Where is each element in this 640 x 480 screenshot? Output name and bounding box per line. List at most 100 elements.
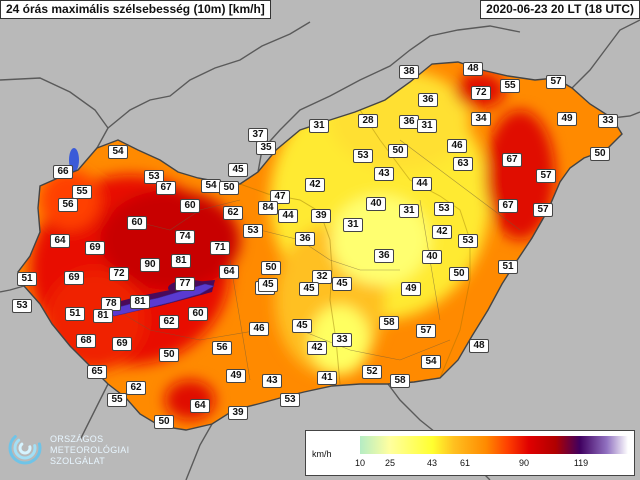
station-value-label: 31 bbox=[343, 218, 363, 232]
station-value-label: 69 bbox=[85, 241, 105, 255]
station-value-label: 62 bbox=[126, 381, 146, 395]
station-value-label: 67 bbox=[502, 153, 522, 167]
station-value-label: 39 bbox=[228, 406, 248, 420]
station-value-label: 57 bbox=[416, 324, 436, 338]
omsz-logo: ORSZÁGOS METEOROLÓGIAI SZOLGÁLAT bbox=[8, 428, 158, 474]
station-value-label: 64 bbox=[219, 265, 239, 279]
station-value-label: 60 bbox=[188, 307, 208, 321]
station-value-label: 62 bbox=[159, 315, 179, 329]
station-value-label: 50 bbox=[590, 147, 610, 161]
station-value-label: 60 bbox=[180, 199, 200, 213]
station-value-label: 53 bbox=[280, 393, 300, 407]
station-value-label: 32 bbox=[312, 270, 332, 284]
station-value-label: 77 bbox=[175, 277, 195, 291]
station-value-label: 53 bbox=[458, 234, 478, 248]
station-value-label: 57 bbox=[536, 169, 556, 183]
station-value-label: 46 bbox=[249, 322, 269, 336]
legend-tick: 90 bbox=[518, 458, 529, 468]
station-value-label: 49 bbox=[226, 369, 246, 383]
logo-line-1: ORSZÁGOS bbox=[50, 434, 104, 444]
station-value-label: 72 bbox=[109, 267, 129, 281]
station-value-label: 48 bbox=[463, 62, 483, 76]
station-value-label: 49 bbox=[557, 112, 577, 126]
station-value-label: 35 bbox=[256, 141, 276, 155]
station-value-label: 57 bbox=[546, 75, 566, 89]
logo-line-2: METEOROLÓGIAI bbox=[50, 445, 130, 455]
station-value-label: 62 bbox=[223, 206, 243, 220]
station-value-label: 64 bbox=[50, 234, 70, 248]
station-value-label: 50 bbox=[219, 181, 239, 195]
station-value-label: 42 bbox=[432, 225, 452, 239]
station-value-label: 44 bbox=[278, 209, 298, 223]
station-value-label: 45 bbox=[299, 282, 319, 296]
station-value-label: 51 bbox=[498, 260, 518, 274]
station-value-label: 55 bbox=[107, 393, 127, 407]
station-value-label: 56 bbox=[58, 198, 78, 212]
station-value-label: 63 bbox=[453, 157, 473, 171]
omsz-logo-icon bbox=[8, 431, 42, 465]
station-value-label: 74 bbox=[175, 230, 195, 244]
station-value-label: 28 bbox=[358, 114, 378, 128]
legend-tick: 61 bbox=[459, 458, 470, 468]
station-value-label: 72 bbox=[471, 86, 491, 100]
station-value-label: 45 bbox=[332, 277, 352, 291]
station-value-label: 53 bbox=[243, 224, 263, 238]
station-value-label: 69 bbox=[64, 271, 84, 285]
legend-tick: 10 bbox=[354, 458, 365, 468]
station-value-label: 90 bbox=[140, 258, 160, 272]
station-value-label: 36 bbox=[374, 249, 394, 263]
station-value-label: 45 bbox=[228, 163, 248, 177]
station-value-label: 39 bbox=[311, 209, 331, 223]
station-value-label: 31 bbox=[309, 119, 329, 133]
legend-tick: 119 bbox=[573, 458, 589, 468]
station-value-label: 67 bbox=[498, 199, 518, 213]
station-value-label: 68 bbox=[76, 334, 96, 348]
station-value-label: 58 bbox=[379, 316, 399, 330]
station-value-label: 43 bbox=[262, 374, 282, 388]
station-value-label: 36 bbox=[295, 232, 315, 246]
station-value-label: 55 bbox=[72, 185, 92, 199]
station-value-label: 51 bbox=[65, 307, 85, 321]
station-value-label: 54 bbox=[201, 179, 221, 193]
station-value-label: 53 bbox=[144, 170, 164, 184]
station-value-label: 84 bbox=[258, 201, 278, 215]
logo-line-3: SZOLGÁLAT bbox=[50, 456, 106, 466]
station-value-label: 31 bbox=[417, 119, 437, 133]
station-value-label: 41 bbox=[317, 371, 337, 385]
station-value-label: 31 bbox=[399, 204, 419, 218]
station-value-label: 53 bbox=[353, 149, 373, 163]
station-value-label: 33 bbox=[598, 114, 618, 128]
station-value-label: 67 bbox=[156, 181, 176, 195]
station-value-label: 40 bbox=[366, 197, 386, 211]
station-value-label: 33 bbox=[332, 333, 352, 347]
station-value-label: 44 bbox=[412, 177, 432, 191]
station-value-label: 58 bbox=[390, 374, 410, 388]
station-value-label: 45 bbox=[258, 278, 278, 292]
legend-tick: 43 bbox=[426, 458, 437, 468]
map-title: 24 órás maximális szélsebesség (10m) [km… bbox=[0, 0, 271, 19]
station-value-label: 71 bbox=[210, 241, 230, 255]
station-value-label: 50 bbox=[449, 267, 469, 281]
station-value-label: 55 bbox=[500, 79, 520, 93]
station-value-label: 64 bbox=[190, 399, 210, 413]
station-value-label: 81 bbox=[171, 254, 191, 268]
station-value-label: 47 bbox=[270, 190, 290, 204]
station-value-label: 51 bbox=[17, 272, 37, 286]
station-value-label: 50 bbox=[159, 348, 179, 362]
station-value-label: 42 bbox=[305, 178, 325, 192]
station-value-label: 48 bbox=[469, 339, 489, 353]
station-value-label: 38 bbox=[399, 65, 419, 79]
station-value-label: 57 bbox=[533, 203, 553, 217]
station-value-label: 54 bbox=[421, 355, 441, 369]
station-value-label: 36 bbox=[399, 115, 419, 129]
legend-tick: 25 bbox=[384, 458, 395, 468]
station-value-label: 81 bbox=[130, 295, 150, 309]
station-value-label: 46 bbox=[447, 139, 467, 153]
station-value-label: 42 bbox=[307, 341, 327, 355]
legend-unit: km/h bbox=[312, 449, 332, 459]
station-value-label: 34 bbox=[471, 112, 491, 126]
station-value-label: 66 bbox=[53, 165, 73, 179]
station-value-label: 78 bbox=[101, 297, 121, 311]
station-value-label: 49 bbox=[401, 282, 421, 296]
